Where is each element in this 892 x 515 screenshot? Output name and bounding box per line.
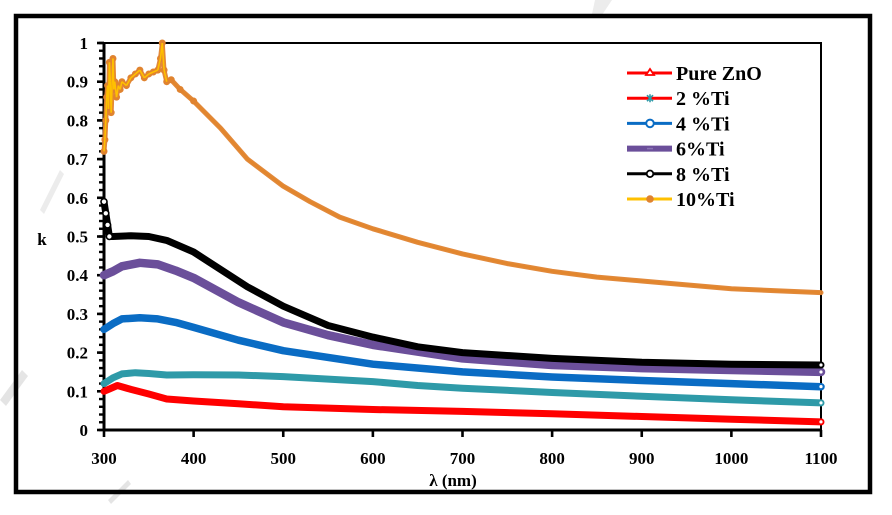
data-point — [176, 85, 184, 93]
series-segment — [163, 69, 168, 82]
legend-label: 8 %Ti — [676, 164, 730, 186]
series-line — [99, 258, 826, 377]
x-ticks: 300 400 500 600 700 800 900 1000 1100 — [91, 430, 838, 468]
series-segment — [103, 139, 106, 152]
x-tick-label: 1000 — [714, 449, 748, 468]
series-pure-zno — [100, 382, 825, 426]
series-layer — [99, 39, 826, 426]
end-marker — [819, 370, 823, 374]
end-marker — [819, 363, 823, 367]
series-line — [100, 314, 825, 391]
series-segment — [108, 62, 112, 82]
series-segment — [143, 73, 150, 79]
series-segment — [121, 81, 127, 87]
legend-item: 8 %Ti — [627, 164, 730, 186]
series-segment — [139, 69, 146, 79]
y-tick-label: 0.9 — [67, 73, 88, 92]
y-axis-title: k — [37, 230, 47, 249]
legend-item: 10%Ti — [627, 189, 735, 211]
legend-label: 2 %Ti — [676, 88, 730, 110]
y-tick-label: 0.6 — [67, 189, 88, 208]
circle-marker-icon — [645, 118, 655, 129]
star-marker-icon — [646, 94, 654, 103]
series-segment — [125, 77, 132, 86]
legend-label: 6%Ti — [676, 139, 725, 161]
data-point — [167, 76, 175, 84]
series-line — [100, 369, 825, 407]
y-tick-label: 0.7 — [67, 150, 89, 169]
x-tick-label: 700 — [450, 449, 476, 468]
y-tick-label: 0.5 — [67, 228, 88, 247]
series-segment — [104, 120, 107, 140]
series-segment — [130, 73, 136, 79]
x-tick-label: 800 — [539, 449, 565, 468]
y-tick-label: 0.8 — [67, 111, 88, 130]
series-segment — [152, 69, 159, 73]
series-6-ti — [99, 258, 826, 377]
chart-frame — [13, 13, 873, 495]
x-tick-label: 400 — [181, 449, 207, 468]
triangle-marker-icon — [644, 67, 656, 76]
series-4-ti — [100, 314, 825, 391]
legend-label: Pure ZnO — [676, 63, 762, 85]
series-segment — [161, 42, 165, 71]
end-marker — [819, 401, 823, 405]
series-8-ti — [100, 197, 825, 369]
series-segment — [119, 81, 123, 90]
x-axis-title: λ (nm) — [429, 471, 477, 490]
y-tick-label: 0.2 — [67, 344, 88, 363]
data-point — [105, 232, 114, 241]
y-tick-label: 1 — [80, 34, 89, 53]
x-tick-label: 1100 — [804, 449, 837, 468]
series-segment — [148, 71, 154, 75]
data-point — [101, 209, 110, 218]
legend: Pure ZnO 2 %Ti 4 %Ti 6%Ti 8 %Ti 10%Ti — [627, 63, 762, 211]
data-point — [100, 197, 108, 206]
series-segment — [104, 97, 108, 121]
legend-item: 4 %Ti — [627, 113, 730, 135]
data-point — [190, 97, 198, 105]
series-2-ti — [100, 369, 825, 407]
watermark — [0, 0, 612, 504]
y-tick-label: 0.1 — [67, 382, 88, 401]
series-10-ti — [100, 39, 824, 296]
diamond-marker-icon — [645, 169, 655, 178]
filled-circle-marker-icon — [646, 195, 654, 203]
series-segment — [134, 69, 141, 75]
x-tick-label: 600 — [360, 449, 386, 468]
legend-label: 10%Ti — [676, 189, 735, 211]
y-ticks: 0 0.1 0.2 0.3 0.4 0.5 0.6 0.7 0.8 0.9 1 — [67, 34, 104, 440]
legend-item: 6%Ti — [627, 139, 725, 161]
end-marker — [819, 420, 823, 424]
legend-item: Pure ZnO — [627, 63, 762, 85]
series-segment — [110, 85, 113, 113]
legend-item: 2 %Ti — [627, 88, 730, 110]
end-marker — [819, 385, 823, 389]
series-segment — [156, 58, 162, 71]
y-tick-label: 0 — [80, 421, 89, 440]
x-tick-label: 900 — [629, 449, 655, 468]
x-tick-label: 300 — [91, 449, 117, 468]
x-tick-label: 500 — [271, 449, 297, 468]
y-tick-label: 0.4 — [67, 266, 89, 285]
series-line — [100, 382, 825, 426]
y-tick-label: 0.3 — [67, 305, 88, 324]
legend-label: 4 %Ti — [676, 113, 730, 135]
series-segment — [115, 85, 120, 98]
data-point — [103, 221, 112, 229]
